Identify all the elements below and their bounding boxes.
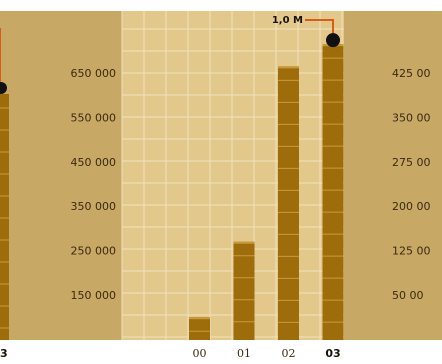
bottom-white-strip xyxy=(0,340,442,364)
bars xyxy=(189,44,344,340)
left-tick-label: 150 000 xyxy=(71,289,117,302)
left-tick-label: 250 000 xyxy=(71,245,117,258)
partial-x-label: 3 xyxy=(0,347,8,360)
x-axis-labels: 00 01 02 03 xyxy=(193,347,341,360)
right-tick-label: 50 00 xyxy=(392,289,424,302)
right-tick-label: 200 00 xyxy=(392,200,431,213)
left-tick-label: 650 000 xyxy=(71,67,117,80)
top-white-strip xyxy=(0,0,442,11)
x-tick-label: 00 xyxy=(193,347,207,360)
callout-label: 1,0 M xyxy=(272,15,303,26)
bar-top-highlight xyxy=(189,317,210,320)
partial-bar xyxy=(0,94,9,340)
x-tick-label: 01 xyxy=(237,347,251,360)
bar xyxy=(189,317,210,340)
bar xyxy=(278,66,299,340)
bar-top-highlight xyxy=(278,66,299,69)
callout-line xyxy=(305,19,334,37)
left-y-axis: 650 000 550 000 450 000 350 000 250 000 150 0… xyxy=(71,67,117,302)
right-tick-label: 350 00 xyxy=(392,111,431,124)
callout-annotation: 1,0 M xyxy=(272,15,340,48)
left-tick-label: 450 000 xyxy=(71,156,117,169)
left-tick-label: 350 000 xyxy=(71,200,117,213)
callout-marker xyxy=(326,33,340,48)
grid-lines xyxy=(121,11,344,340)
right-tick-label: 125 00 xyxy=(392,245,431,258)
right-y-axis: 425 00 350 00 275 00 200 00 125 00 50 00 xyxy=(392,67,431,302)
right-panel xyxy=(344,11,442,340)
x-tick-label: 02 xyxy=(282,347,296,360)
x-tick-label: 03 xyxy=(325,347,340,360)
left-tick-label: 550 000 xyxy=(71,111,117,124)
partial-marker xyxy=(0,82,7,94)
bar-top-highlight xyxy=(233,241,255,244)
right-tick-label: 275 00 xyxy=(392,156,431,169)
plot-band xyxy=(122,11,344,340)
left-partial-chart: 3 xyxy=(0,28,9,360)
bar xyxy=(322,44,344,340)
bar xyxy=(233,241,255,340)
left-panel xyxy=(0,11,122,340)
right-tick-label: 425 00 xyxy=(392,67,431,80)
